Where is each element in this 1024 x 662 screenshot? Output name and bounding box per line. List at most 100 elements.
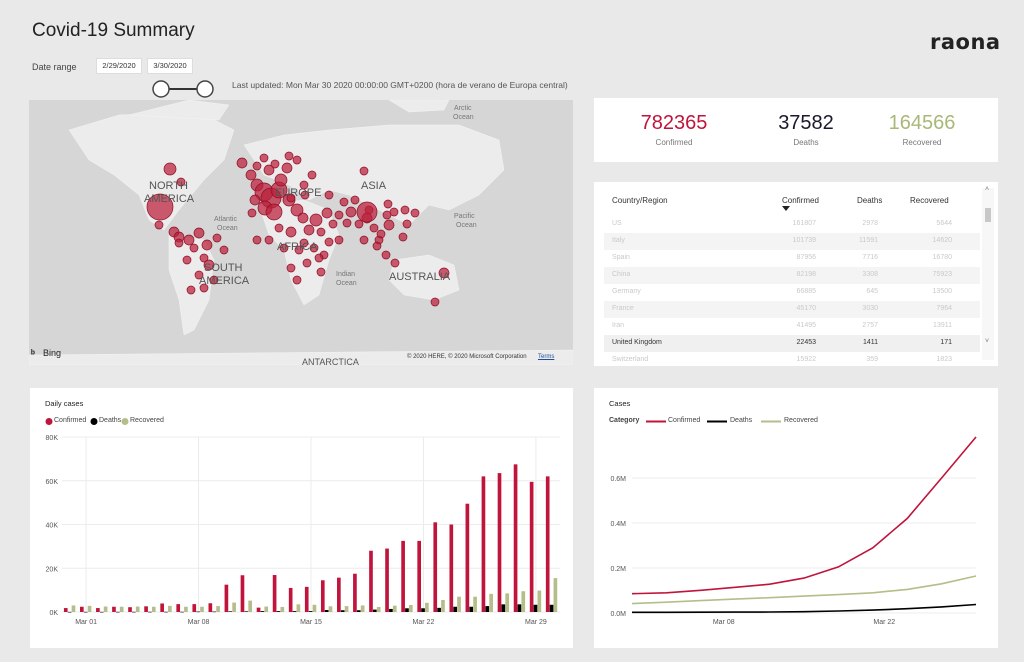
bar-recovered[interactable] <box>87 605 92 612</box>
bar-confirmed[interactable] <box>304 586 309 612</box>
bar-deaths[interactable] <box>244 611 249 612</box>
bar-confirmed[interactable] <box>481 476 486 612</box>
bar-recovered[interactable] <box>264 606 269 612</box>
bar-deaths[interactable] <box>485 606 490 612</box>
bar-deaths[interactable] <box>533 604 538 612</box>
bar-recovered[interactable] <box>216 606 220 612</box>
bar-deaths[interactable] <box>67 611 72 613</box>
bar-confirmed[interactable] <box>353 573 357 612</box>
table-row[interactable]: Spain 87956 7716 16780 <box>604 250 980 267</box>
bar-deaths[interactable] <box>292 611 297 612</box>
line-recovered[interactable] <box>631 575 977 605</box>
start-date-input[interactable]: 2/29/2020 <box>96 58 142 74</box>
bar-deaths[interactable] <box>83 611 88 613</box>
bar-deaths[interactable] <box>132 611 136 613</box>
bar-confirmed[interactable] <box>369 550 373 612</box>
table-row[interactable]: France 45170 3030 7964 <box>604 301 980 318</box>
bar-confirmed[interactable] <box>224 584 229 612</box>
table-row[interactable]: Germany 66885 645 13500 <box>604 284 980 301</box>
line-deaths[interactable] <box>632 603 977 614</box>
map-terms-link[interactable]: Terms <box>538 354 555 360</box>
table-row[interactable]: Iran 41495 2757 13911 <box>604 318 980 335</box>
world-map[interactable]: NORTH AMERICA SOUTH AMERICA EUROPE AFRIC… <box>29 100 573 365</box>
bar-confirmed[interactable] <box>208 603 213 612</box>
bar-deaths[interactable] <box>324 610 329 612</box>
bar-recovered[interactable] <box>408 605 413 612</box>
bar-confirmed[interactable] <box>337 577 341 612</box>
table-row[interactable]: US 161807 2978 5644 <box>604 216 980 233</box>
bar-confirmed[interactable] <box>320 580 325 612</box>
bar-deaths[interactable] <box>99 611 104 613</box>
bar-recovered[interactable] <box>441 599 445 612</box>
bar-recovered[interactable] <box>71 605 76 612</box>
bar-deaths[interactable] <box>260 611 265 612</box>
bar-deaths[interactable] <box>276 611 281 612</box>
bar-recovered[interactable] <box>280 606 285 612</box>
sort-desc-icon[interactable] <box>782 206 790 211</box>
bar-deaths[interactable] <box>469 606 474 612</box>
bar-deaths[interactable] <box>356 610 361 612</box>
bar-confirmed[interactable] <box>63 608 68 612</box>
bar-recovered[interactable] <box>344 606 349 612</box>
bar-recovered[interactable] <box>489 593 493 612</box>
bar-confirmed[interactable] <box>240 575 245 612</box>
header-recovered[interactable]: Recovered <box>910 196 949 205</box>
legend-confirmed[interactable]: Confirmed <box>54 417 87 424</box>
bar-deaths[interactable] <box>453 606 457 612</box>
cases-legend-confirmed[interactable]: Confirmed <box>668 417 701 424</box>
bar-recovered[interactable] <box>425 602 429 612</box>
bar-deaths[interactable] <box>212 611 217 613</box>
bar-recovered[interactable] <box>392 605 397 612</box>
bar-confirmed[interactable] <box>513 464 518 612</box>
line-confirmed[interactable] <box>631 436 977 595</box>
slider-start-handle[interactable] <box>152 80 170 98</box>
bar-recovered[interactable] <box>473 596 477 612</box>
bar-deaths[interactable] <box>164 611 168 613</box>
bar-confirmed[interactable] <box>112 606 116 612</box>
bar-recovered[interactable] <box>103 606 108 612</box>
bar-deaths[interactable] <box>373 609 377 612</box>
bar-confirmed[interactable] <box>96 608 100 612</box>
end-date-input[interactable]: 3/30/2020 <box>147 58 193 74</box>
bar-recovered[interactable] <box>521 591 526 612</box>
bar-deaths[interactable] <box>340 610 345 612</box>
bar-confirmed[interactable] <box>497 473 502 612</box>
bar-confirmed[interactable] <box>385 548 389 612</box>
scroll-up-icon[interactable]: ˄ <box>985 186 990 193</box>
bar-confirmed[interactable] <box>128 607 132 612</box>
bar-recovered[interactable] <box>151 606 156 612</box>
bar-confirmed[interactable] <box>272 575 277 612</box>
bar-deaths[interactable] <box>228 611 233 612</box>
scrollbar-thumb[interactable] <box>985 208 991 222</box>
table-row[interactable]: Italy 101739 11591 14620 <box>604 233 980 250</box>
bar-recovered[interactable] <box>505 593 510 612</box>
bar-recovered[interactable] <box>248 600 253 612</box>
bar-deaths[interactable] <box>115 611 120 613</box>
bar-confirmed[interactable] <box>401 540 405 612</box>
bar-recovered[interactable] <box>312 604 317 612</box>
bar-recovered[interactable] <box>168 605 172 612</box>
bar-confirmed[interactable] <box>529 481 534 612</box>
bar-deaths[interactable] <box>148 611 152 613</box>
cases-line-chart[interactable]: 0.0M 0.2M 0.4M 0.6M Mar 08 Mar 22 <box>594 388 998 648</box>
bar-deaths[interactable] <box>389 608 393 612</box>
table-row[interactable]: China 82198 3308 75923 <box>604 267 980 284</box>
map-canvas[interactable]: NORTH AMERICA SOUTH AMERICA EUROPE AFRIC… <box>29 100 573 365</box>
bar-confirmed[interactable] <box>160 603 164 612</box>
header-confirmed[interactable]: Confirmed <box>782 196 819 205</box>
bar-confirmed[interactable] <box>176 604 181 612</box>
bar-deaths[interactable] <box>517 604 522 612</box>
bar-recovered[interactable] <box>376 606 381 612</box>
bar-confirmed[interactable] <box>192 604 197 612</box>
bar-confirmed[interactable] <box>288 587 293 612</box>
bar-deaths[interactable] <box>405 608 409 612</box>
bar-confirmed[interactable] <box>465 503 470 612</box>
bar-confirmed[interactable] <box>256 607 261 612</box>
bar-deaths[interactable] <box>196 611 200 613</box>
cases-legend-deaths[interactable]: Deaths <box>730 417 753 424</box>
header-deaths[interactable]: Deaths <box>857 196 883 205</box>
bar-recovered[interactable] <box>553 578 558 612</box>
bar-deaths[interactable] <box>180 611 184 613</box>
date-range-slider[interactable] <box>150 78 216 100</box>
bar-deaths[interactable] <box>421 608 425 612</box>
